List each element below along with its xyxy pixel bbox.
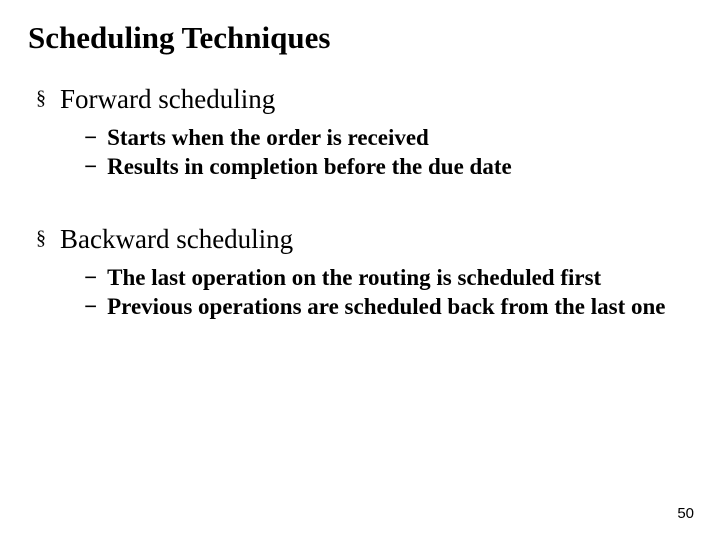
bullet-item: Starts when the order is received [107, 124, 429, 151]
bullet-item: The last operation on the routing is sch… [107, 264, 601, 291]
bullet-l2: − Starts when the order is received [84, 124, 692, 151]
bullet-item: Previous operations are scheduled back f… [107, 293, 665, 320]
page-number: 50 [677, 505, 694, 522]
bullet-marker-l2: − [84, 293, 97, 320]
slide-title: Scheduling Techniques [28, 20, 692, 56]
bullet-l2: − Previous operations are scheduled back… [84, 293, 692, 320]
bullet-heading: Backward scheduling [60, 224, 293, 254]
bullet-item: Results in completion before the due dat… [107, 153, 512, 180]
bullet-marker-l2: − [84, 264, 97, 291]
bullet-l2: − The last operation on the routing is s… [84, 264, 692, 291]
bullet-l1: § Forward scheduling [36, 84, 692, 114]
bullet-marker-l1: § [36, 84, 46, 112]
bullet-l2: − Results in completion before the due d… [84, 153, 692, 180]
bullet-marker-l2: − [84, 124, 97, 151]
bullet-marker-l1: § [36, 224, 46, 252]
bullet-heading: Forward scheduling [60, 84, 275, 114]
bullet-l1: § Backward scheduling [36, 224, 692, 254]
slide-container: Scheduling Techniques § Forward scheduli… [0, 0, 720, 342]
bullet-marker-l2: − [84, 153, 97, 180]
